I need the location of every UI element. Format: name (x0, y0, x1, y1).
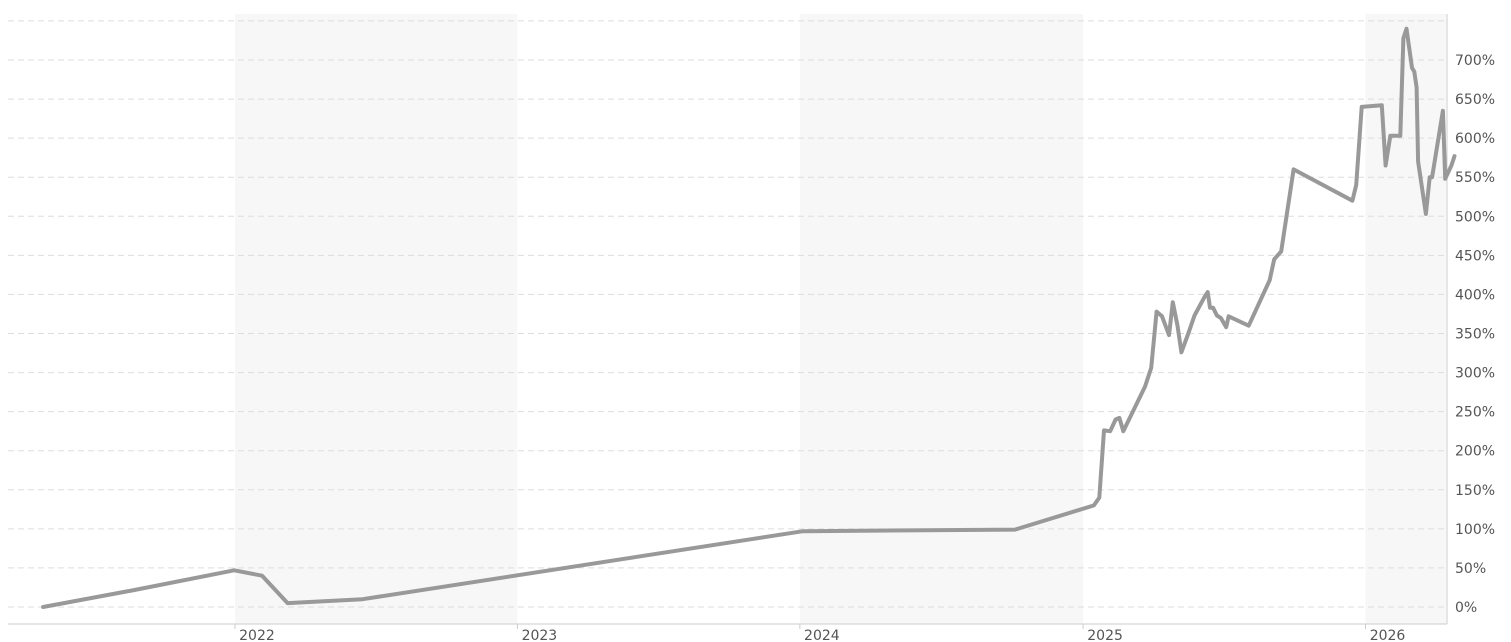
x-tick-label: 2022 (239, 628, 275, 642)
y-tick-label: 500% (1455, 209, 1495, 225)
x-axis-labels: 2022 2023 2024 2025 2026 (239, 628, 1405, 642)
series-line (41, 26, 1457, 609)
y-tick-label: 300% (1455, 366, 1495, 382)
y-tick-label: 150% (1455, 483, 1495, 499)
y-tick-label: 350% (1455, 327, 1495, 343)
y-tick-label: 650% (1455, 92, 1495, 108)
y-tick-label: 200% (1455, 444, 1495, 460)
y-tick-label: 600% (1455, 131, 1495, 147)
year-bands (234, 14, 1446, 624)
shaded-band (1365, 14, 1446, 624)
shaded-band (234, 14, 518, 624)
x-tick-label: 2025 (1087, 628, 1123, 642)
grid-lines (8, 20, 1447, 608)
y-tick-label: 100% (1455, 522, 1495, 538)
y-tick-label: 550% (1455, 170, 1495, 186)
y-tick-label: 50% (1455, 561, 1486, 577)
x-tick-label: 2023 (522, 628, 558, 642)
x-tick-label: 2024 (804, 628, 840, 642)
x-tick-label: 2026 (1370, 628, 1406, 642)
y-axis-labels: 0% 50% 100% 150% 200% 250% 300% 350% 400% 450% 500… (1455, 53, 1495, 616)
y-tick-label: 0% (1455, 600, 1477, 616)
y-tick-label: 450% (1455, 248, 1495, 264)
series-layer (41, 26, 1457, 609)
y-tick-label: 700% (1455, 53, 1495, 69)
y-tick-label: 400% (1455, 287, 1495, 303)
axes (8, 14, 1448, 629)
y-tick-label: 250% (1455, 405, 1495, 421)
